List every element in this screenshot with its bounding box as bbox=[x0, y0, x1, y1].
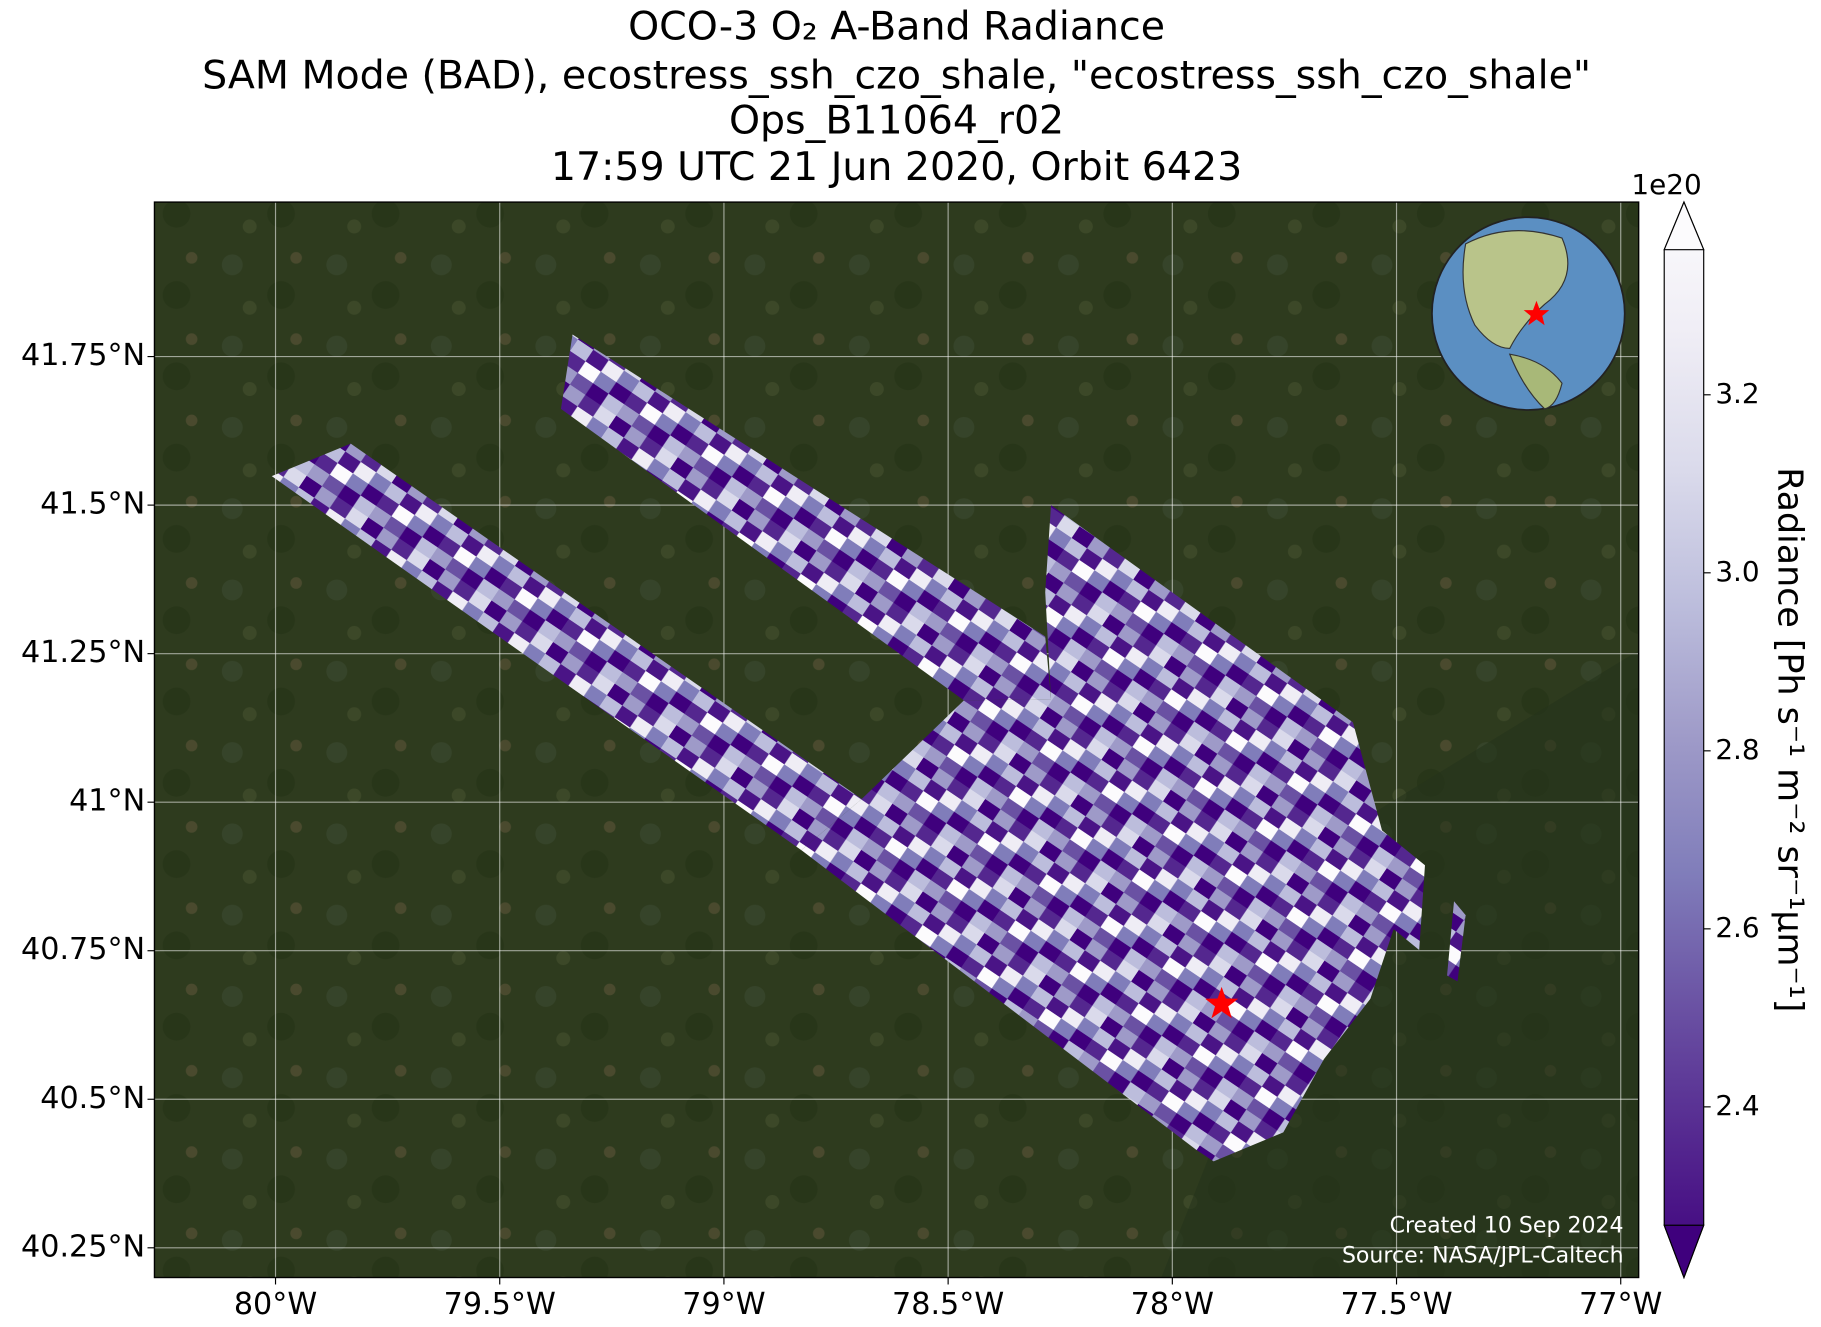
x-tick-label: 78.5°W bbox=[892, 1287, 1004, 1322]
colorbar-extend bbox=[1663, 1224, 1705, 1280]
y-tick-label: 40.5°N bbox=[40, 1081, 145, 1116]
x-tick-label: 77.5°W bbox=[1340, 1287, 1452, 1322]
continent bbox=[1508, 353, 1563, 410]
y-tick-label: 40.25°N bbox=[21, 1229, 145, 1264]
x-tick-label: 77°W bbox=[1579, 1287, 1662, 1322]
colorbar-tick-label: 3.0 bbox=[1715, 555, 1759, 588]
colorbar-tick-label: 2.8 bbox=[1715, 733, 1759, 766]
x-tick-label: 80°W bbox=[234, 1287, 317, 1322]
colorbar-tick-label: 3.2 bbox=[1715, 377, 1759, 410]
globe-star bbox=[1523, 300, 1550, 326]
colorbar-tick-label: 2.6 bbox=[1715, 911, 1759, 944]
x-tick-label: 79°W bbox=[682, 1287, 765, 1322]
target-star bbox=[1205, 986, 1239, 1019]
title-line: Ops_B11064_r02 bbox=[729, 98, 1064, 144]
y-tick-label: 41°N bbox=[69, 784, 145, 819]
y-tick-label: 41.5°N bbox=[40, 487, 145, 522]
swath bbox=[560, 334, 1052, 701]
x-tick-label: 79.5°W bbox=[444, 1287, 556, 1322]
swath bbox=[1447, 901, 1466, 982]
title-line: SAM Mode (BAD), ecostress_ssh_czo_shale,… bbox=[202, 52, 1591, 98]
map-area bbox=[154, 202, 1639, 1278]
colorbar bbox=[1663, 200, 1705, 1280]
x-tick-label: 78°W bbox=[1131, 1287, 1214, 1322]
swath bbox=[801, 505, 1425, 1162]
colorbar-tick-label: 2.4 bbox=[1715, 1089, 1759, 1122]
swath bbox=[271, 443, 862, 851]
y-tick-label: 40.75°N bbox=[21, 932, 145, 967]
colorbar-offset: 1e20 bbox=[1631, 168, 1701, 201]
annotation: Source: NASA/JPL-Caltech bbox=[1342, 1244, 1624, 1269]
title-line: 17:59 UTC 21 Jun 2020, Orbit 6423 bbox=[551, 144, 1242, 190]
marks bbox=[1205, 986, 1239, 1019]
colorbar-label: Radiance [Ph s⁻¹ m⁻² sr⁻¹μm⁻¹] bbox=[1769, 467, 1809, 1012]
map-frame bbox=[153, 201, 1640, 1279]
colorbar-extend bbox=[1663, 200, 1705, 251]
colorbar-ticks: 2.4 2.6 2.8 3.0 3.2 bbox=[1703, 377, 1760, 1122]
y-tick-label: 41.75°N bbox=[21, 338, 145, 373]
y-tick-label: 41.25°N bbox=[21, 635, 145, 670]
annotation: Created 10 Sep 2024 bbox=[1390, 1213, 1624, 1238]
title-line: OCO-3 O₂ A-Band Radiance bbox=[628, 4, 1165, 50]
